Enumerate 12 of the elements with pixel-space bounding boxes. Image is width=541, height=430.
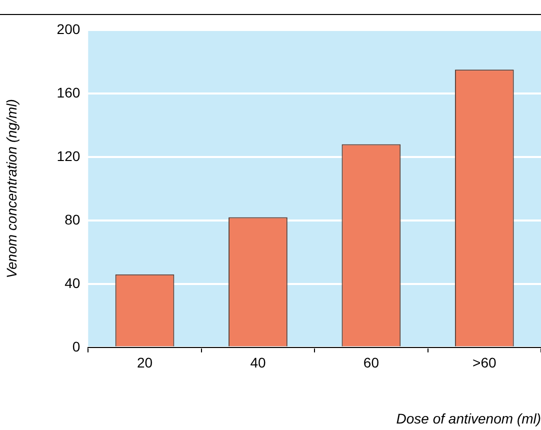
x-tick-label: >60 — [472, 354, 496, 371]
x-tick-label: 20 — [136, 354, 153, 371]
y-tick-label: 160 — [56, 84, 80, 100]
y-axis-title: Venom concentration (ng/ml) — [3, 99, 20, 278]
x-tick-label: 40 — [250, 354, 266, 371]
y-tick-label: 40 — [64, 274, 80, 291]
x-axis-title: Dose of antivenom (ml) — [396, 410, 541, 426]
y-tick-label: 0 — [72, 338, 80, 354]
y-tick-label: 200 — [56, 20, 80, 37]
x-tick-label: 60 — [363, 354, 380, 371]
y-tick-label: 80 — [64, 211, 80, 228]
y-tick-label: 120 — [56, 148, 80, 164]
